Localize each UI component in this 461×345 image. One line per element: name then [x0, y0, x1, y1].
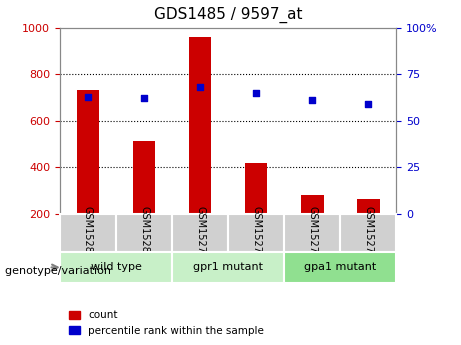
- FancyBboxPatch shape: [172, 214, 228, 252]
- FancyBboxPatch shape: [284, 252, 396, 283]
- Text: GSM15279: GSM15279: [251, 206, 261, 259]
- FancyBboxPatch shape: [340, 214, 396, 252]
- Bar: [133, 140, 155, 214]
- FancyBboxPatch shape: [60, 214, 116, 252]
- Point: [309, 98, 316, 103]
- Text: GSM15283: GSM15283: [139, 206, 149, 259]
- Bar: [77, 90, 99, 214]
- Text: genotype/variation: genotype/variation: [5, 266, 114, 276]
- Text: gpa1 mutant: gpa1 mutant: [304, 263, 377, 272]
- Point: [365, 101, 372, 107]
- Bar: [357, 199, 379, 214]
- Bar: [245, 162, 267, 214]
- Point: [196, 85, 204, 90]
- Point: [84, 94, 92, 99]
- Text: GSM15275: GSM15275: [363, 206, 373, 259]
- Legend: count, percentile rank within the sample: count, percentile rank within the sample: [65, 306, 268, 340]
- Point: [140, 96, 148, 101]
- Bar: [189, 37, 211, 214]
- Text: GSM15277: GSM15277: [195, 206, 205, 259]
- Text: GSM15281: GSM15281: [83, 206, 93, 259]
- FancyBboxPatch shape: [172, 252, 284, 283]
- Point: [253, 90, 260, 96]
- Bar: [301, 195, 324, 214]
- Text: gpr1 mutant: gpr1 mutant: [193, 263, 263, 272]
- FancyBboxPatch shape: [116, 214, 172, 252]
- FancyBboxPatch shape: [284, 214, 340, 252]
- FancyBboxPatch shape: [228, 214, 284, 252]
- Text: GSM15273: GSM15273: [307, 206, 317, 259]
- FancyBboxPatch shape: [60, 252, 172, 283]
- Text: wild type: wild type: [90, 263, 142, 272]
- Title: GDS1485 / 9597_at: GDS1485 / 9597_at: [154, 7, 302, 23]
